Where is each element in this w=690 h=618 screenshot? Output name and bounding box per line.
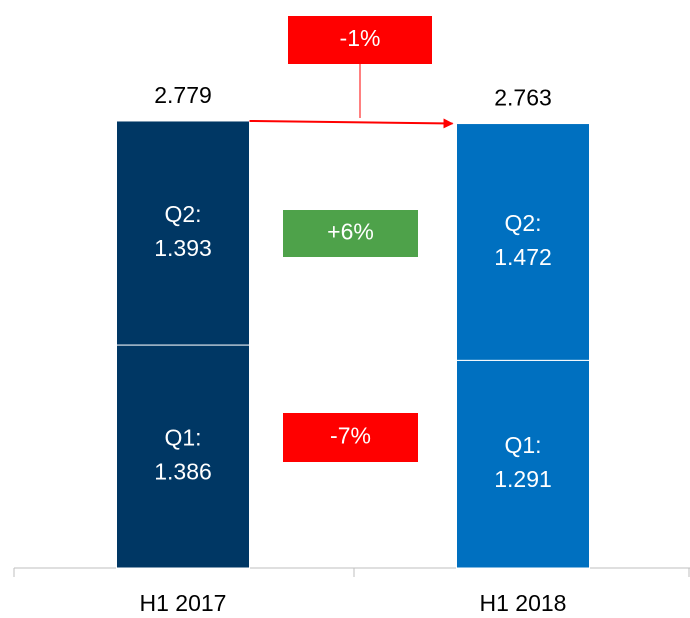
annotation-box <box>283 413 418 462</box>
x-tick-label: H1 2017 <box>140 590 227 616</box>
x-tick-label: H1 2018 <box>480 590 567 616</box>
segment-value: 1.472 <box>494 244 552 270</box>
segment-value: 1.291 <box>494 466 552 492</box>
bar-segment <box>456 123 590 361</box>
total-label: 2.763 <box>494 85 552 111</box>
bar-segment <box>116 120 250 346</box>
segment-name: Q1: <box>504 432 541 458</box>
arrow <box>249 118 454 129</box>
annotation-box <box>288 16 432 64</box>
annotation-text: -1% <box>340 25 381 51</box>
segment-name: Q1: <box>164 425 201 451</box>
annotation-box <box>283 210 418 257</box>
segment-name: Q2: <box>504 210 541 236</box>
segment-name: Q2: <box>164 201 201 227</box>
total-label: 2.779 <box>154 82 212 108</box>
bar-segment <box>116 344 250 569</box>
bar-segment <box>456 359 590 569</box>
segment-value: 1.386 <box>154 459 212 485</box>
segment-value: 1.393 <box>154 235 212 261</box>
annotation-text: +6% <box>327 219 374 245</box>
annotation-text: -7% <box>330 423 371 449</box>
